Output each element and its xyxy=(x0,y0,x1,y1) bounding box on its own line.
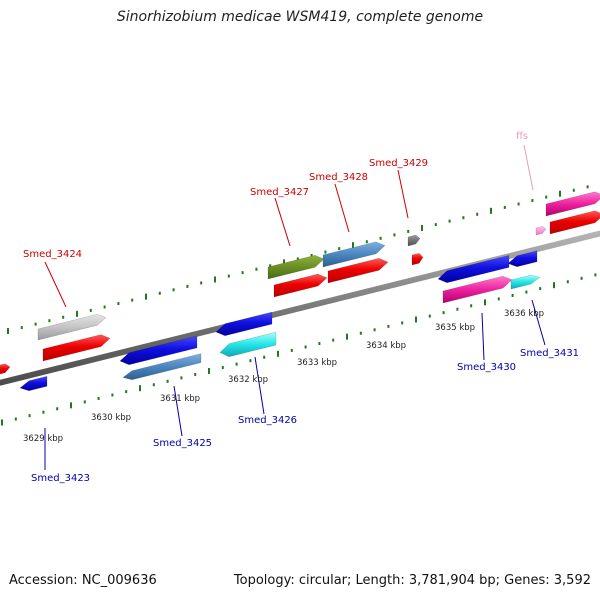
callout-smed-3427 xyxy=(274,197,291,247)
gene-arrow-smed-3425 xyxy=(119,335,198,366)
callout-smed-3429 xyxy=(397,169,409,219)
scale-label: 3630 kbp xyxy=(91,413,131,423)
scale-label: 3635 kbp xyxy=(435,323,475,333)
gene-arrow-smed-3427-feature xyxy=(267,255,325,280)
callout-ffs xyxy=(523,144,534,191)
gene-label-smed-3431: Smed_3431 xyxy=(520,348,579,359)
gene-arrow-red-right xyxy=(549,210,600,235)
scale-label: 3631 kbp xyxy=(160,394,200,404)
gene-label-smed-3424: Smed_3424 xyxy=(23,249,82,260)
scale-label: 3629 kbp xyxy=(23,434,63,444)
scale-label: 3634 kbp xyxy=(366,341,406,351)
gene-arrow-smed-3428-feature xyxy=(322,241,386,268)
gene-label-smed-3428: Smed_3428 xyxy=(309,172,368,183)
gene-arrow-smed-3428 xyxy=(327,258,389,284)
gene-features xyxy=(0,191,600,392)
gene-label-smed-3426: Smed_3426 xyxy=(238,415,297,426)
gene-arrow-smed-3426-feature xyxy=(215,311,273,337)
map-title: Sinorhizobium medicae WSM419, complete g… xyxy=(116,9,484,25)
gene-arrow-smed-3430-feature xyxy=(437,255,510,284)
gene-arrow-smed-3427 xyxy=(273,273,328,298)
gene-arrow-red xyxy=(0,363,11,375)
gene-label-smed-3425: Smed_3425 xyxy=(153,438,212,449)
gene-arrow-smed-3424-feature xyxy=(37,314,107,341)
gene-arrow-smed-3431-feature xyxy=(507,250,538,268)
callout-smed-3425 xyxy=(173,385,183,437)
gene-label-ffs: ffs xyxy=(516,131,528,142)
callout-smed-3426 xyxy=(254,356,265,415)
gene-arrow-ffs xyxy=(535,226,547,236)
gene-arrow-smed-3431 xyxy=(510,274,541,290)
scale-label: 3633 kbp xyxy=(297,358,337,368)
gene-arrow-smed-3426 xyxy=(219,331,277,358)
gene-label-smed-3429: Smed_3429 xyxy=(369,158,428,169)
genome-summary-text: Topology: circular; Length: 3,781,904 bp… xyxy=(233,573,591,588)
gene-label-smed-3430: Smed_3430 xyxy=(457,362,516,373)
gene-arrow-smed-3425-inner xyxy=(122,353,202,381)
gene-arrow-smed-3429-feature xyxy=(407,234,421,247)
callout-smed-3428 xyxy=(334,183,350,233)
gene-arrow-smed-3424 xyxy=(42,334,111,362)
scale-label: 3632 kbp xyxy=(228,375,268,385)
genome-backbone xyxy=(0,230,600,386)
callout-smed-3431 xyxy=(531,299,546,346)
scale-label: 3636 kbp xyxy=(504,309,544,319)
gene-arrow-smed-3430 xyxy=(442,275,513,304)
gene-label-smed-3423: Smed_3423 xyxy=(31,473,90,484)
accession-text: Accession: NC_009636 xyxy=(9,573,157,588)
callout-lines xyxy=(44,144,546,470)
callout-smed-3424 xyxy=(44,261,67,308)
tick-marks xyxy=(1,185,597,426)
gene-label-smed-3427: Smed_3427 xyxy=(250,187,309,198)
gene-arrow-smed-3423 xyxy=(19,375,48,392)
callout-smed-3430 xyxy=(481,312,485,361)
gene-arrow-smed-3429 xyxy=(411,252,424,266)
